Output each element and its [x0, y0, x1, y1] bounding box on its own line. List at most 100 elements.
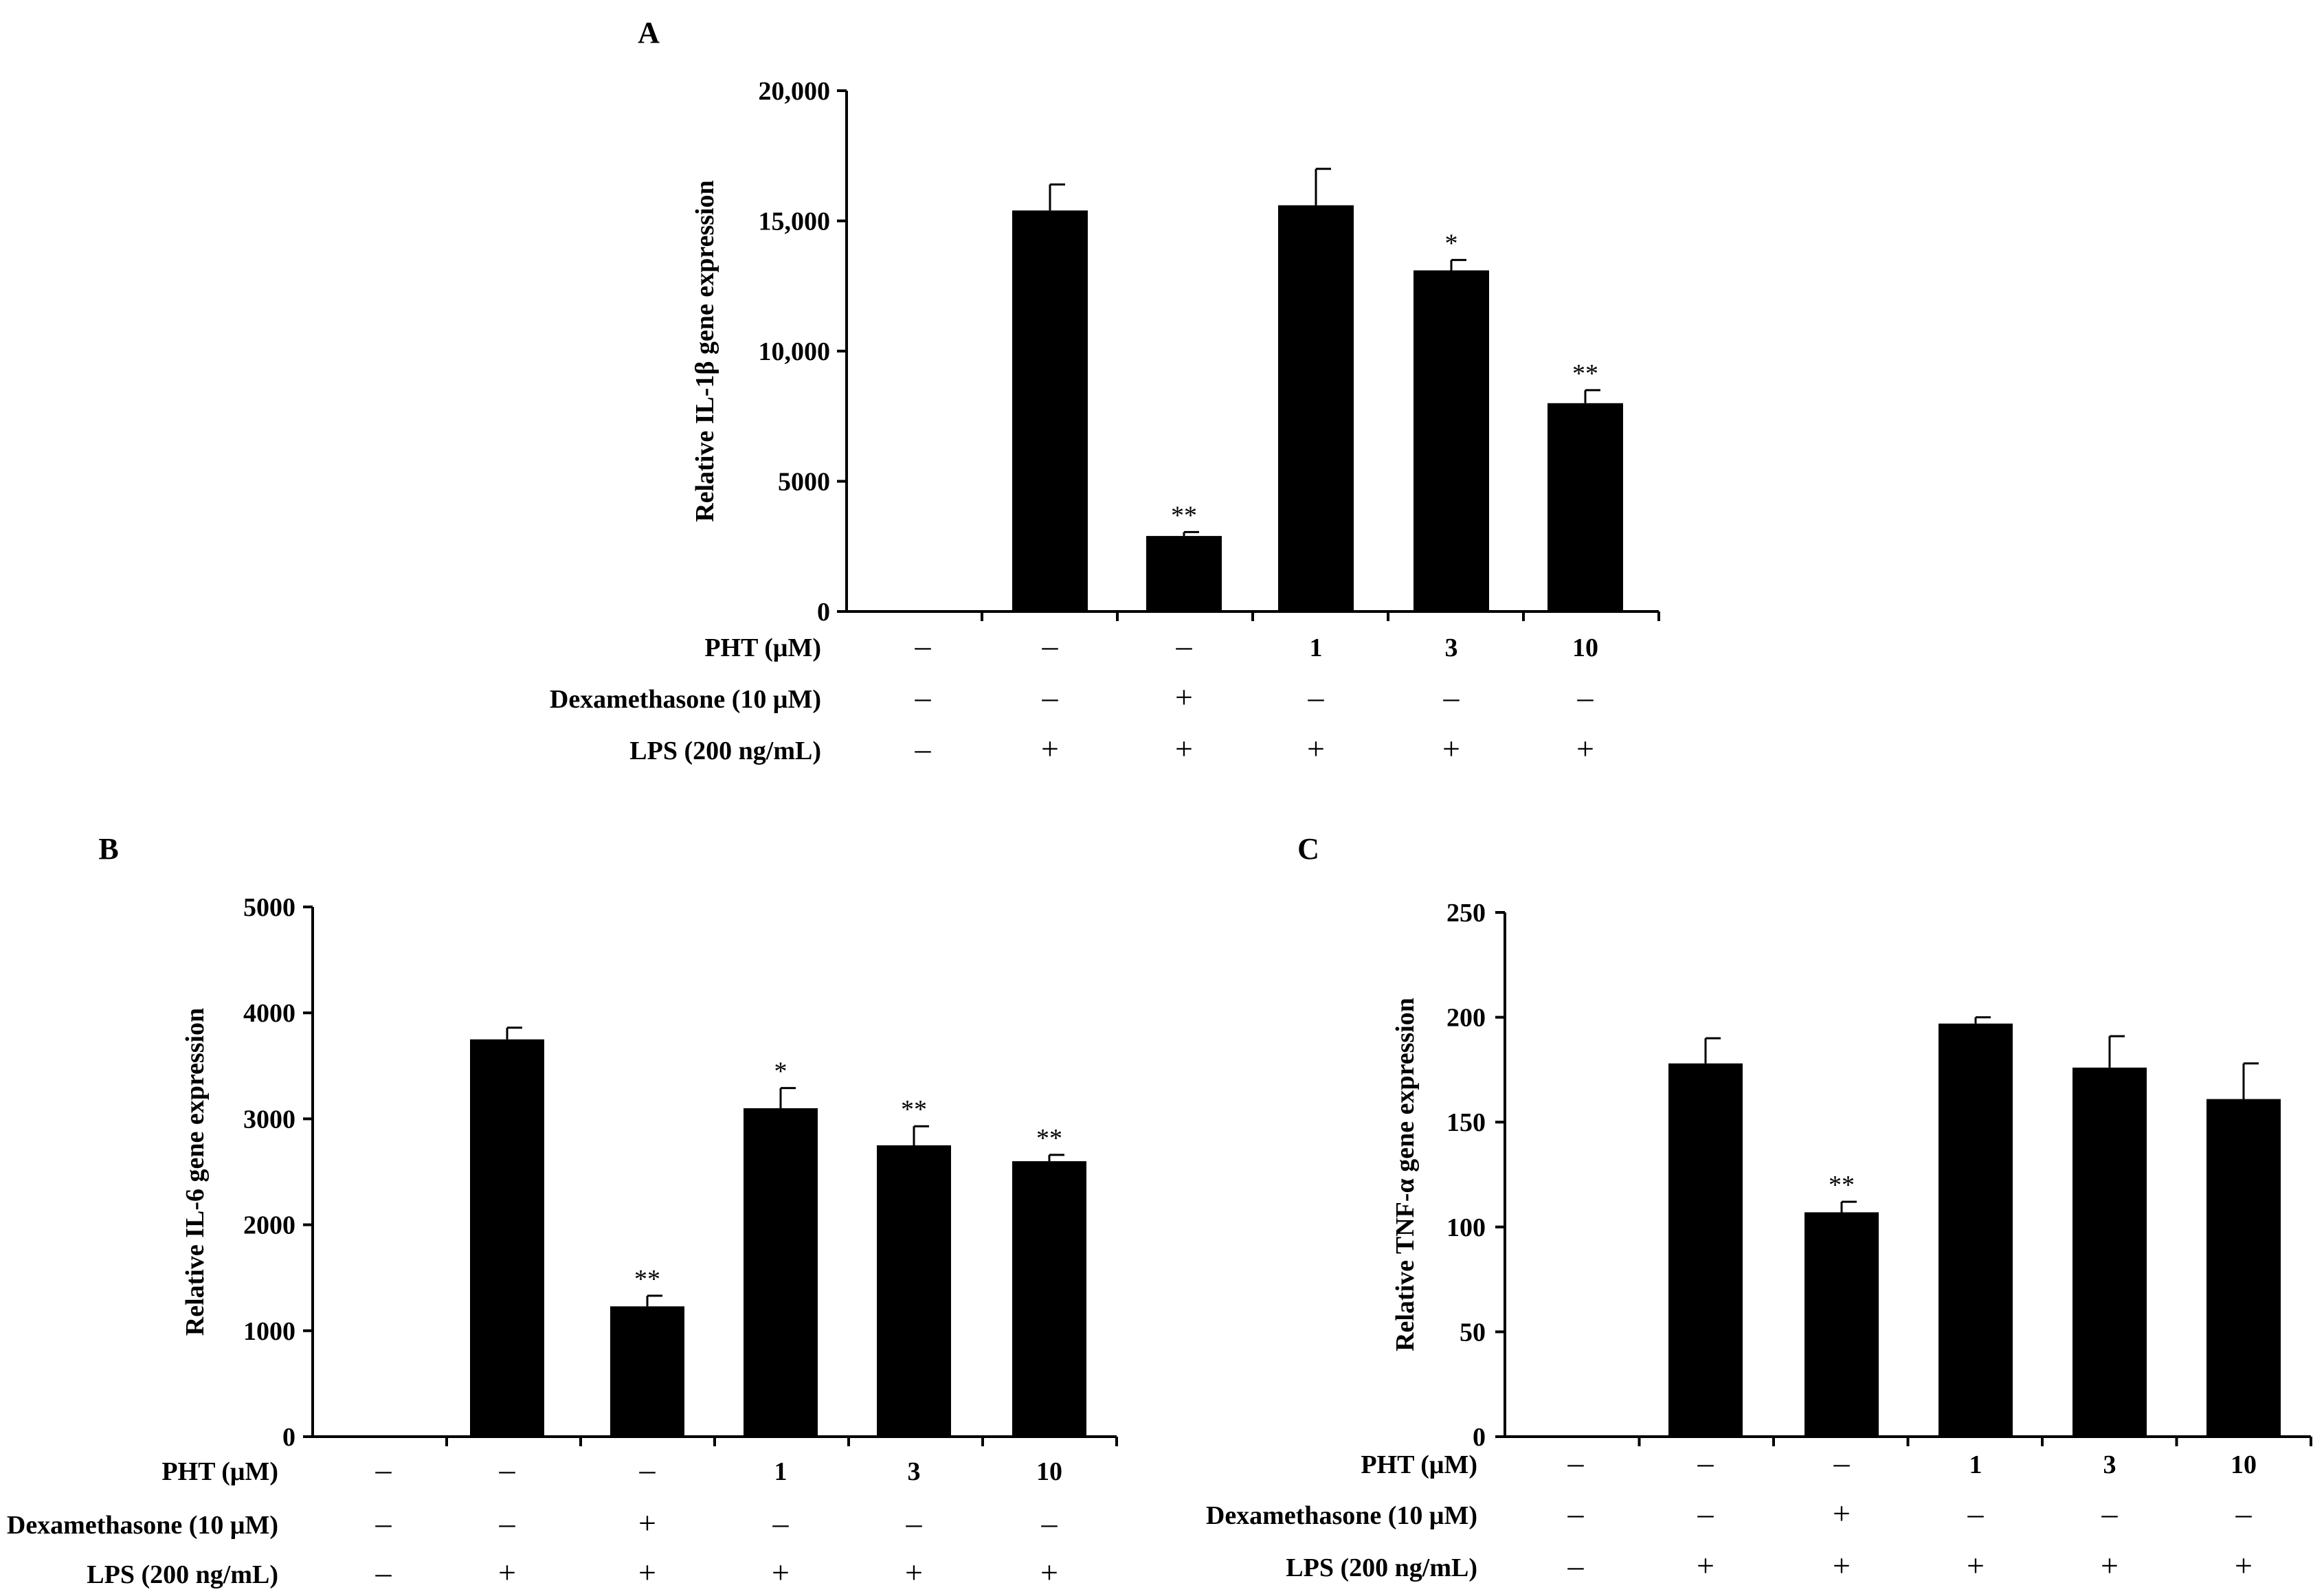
row-value: +: [905, 1555, 923, 1590]
row-value: 10: [1036, 1457, 1062, 1486]
row-value: –: [1567, 1496, 1585, 1531]
row-value: –: [772, 1505, 790, 1540]
row-label: Dexamethasone (10 μM): [550, 685, 821, 714]
row-value: –: [499, 1505, 516, 1540]
row-value: –: [906, 1505, 923, 1540]
row-label: PHT (μM): [704, 633, 821, 662]
y-tick-label: 150: [1446, 1108, 1486, 1137]
row-value: +: [1442, 731, 1460, 766]
bar: [2072, 1067, 2147, 1437]
row-value: 1: [1969, 1450, 1982, 1479]
row-value: –: [1567, 1548, 1585, 1583]
panel-c: C 0 50 100 150 200 250 Relative TNF-α gene expr…: [1206, 832, 2312, 1583]
y-tick-label: 100: [1446, 1213, 1486, 1242]
row-value: +: [1833, 1496, 1851, 1531]
row-value: +: [1576, 731, 1594, 766]
row-value: 3: [1445, 633, 1458, 662]
y-tick-label: 2000: [243, 1211, 295, 1240]
y-tick-label: 250: [1446, 899, 1486, 928]
y-tick-label: 5000: [778, 468, 830, 497]
row-value: –: [1567, 1445, 1585, 1480]
row-value: –: [1042, 680, 1059, 715]
row-value: –: [1697, 1445, 1714, 1480]
panel-letter: C: [1297, 832, 1319, 866]
bar: [744, 1108, 818, 1437]
significance-mark: **: [1171, 501, 1197, 530]
row-value: 10: [2231, 1450, 2257, 1479]
bar: [610, 1306, 684, 1437]
bar: [1146, 536, 1222, 611]
y-tick-label: 0: [817, 598, 830, 627]
row-value: –: [1176, 628, 1193, 663]
row-value: –: [1443, 680, 1460, 715]
row-value: –: [915, 680, 932, 715]
row-value: +: [1307, 731, 1325, 766]
y-tick-label: 4000: [243, 999, 295, 1028]
y-axis-label: Relative IL-1β gene expression: [691, 180, 719, 521]
row-value: –: [1967, 1496, 1985, 1531]
row-value: –: [1833, 1445, 1851, 1480]
panel-a: A 0 5000 10,000 15,000 20,000 Relative IL-1β g…: [550, 16, 1660, 766]
significance-mark: **: [1036, 1124, 1062, 1153]
y-tick-label: 1000: [243, 1317, 295, 1346]
row-value: +: [1967, 1548, 1985, 1583]
row-value: 3: [908, 1457, 921, 1486]
row-value: 1: [774, 1457, 787, 1486]
significance-mark: *: [1445, 229, 1458, 258]
row-value: +: [2101, 1548, 2119, 1583]
row-value: +: [772, 1555, 790, 1590]
row-value: –: [1042, 628, 1059, 663]
row-value: +: [1040, 1555, 1058, 1590]
row-value: –: [2235, 1496, 2253, 1531]
y-tick-label: 50: [1460, 1318, 1486, 1347]
row-value: +: [638, 1555, 656, 1590]
bar: [877, 1145, 951, 1437]
row-value: –: [375, 1452, 392, 1487]
row-value: +: [1833, 1548, 1851, 1583]
bar: [1668, 1063, 1743, 1437]
y-axis-label: Relative IL-6 gene expression: [181, 1008, 210, 1336]
row-label: LPS (200 ng/mL): [629, 737, 821, 765]
row-value: –: [1697, 1496, 1714, 1531]
bar: [1012, 1161, 1086, 1437]
row-value: +: [2235, 1548, 2253, 1583]
row-value: –: [915, 731, 932, 766]
significance-mark: **: [901, 1095, 927, 1124]
row-value: 10: [1572, 633, 1598, 662]
significance-mark: **: [1829, 1171, 1855, 1200]
bar: [1278, 205, 1354, 611]
row-value: 3: [2103, 1450, 2116, 1479]
row-value: –: [375, 1555, 392, 1590]
significance-mark: **: [634, 1265, 660, 1294]
row-value: +: [1697, 1548, 1714, 1583]
row-value: +: [498, 1555, 516, 1590]
significance-mark: **: [1572, 359, 1598, 388]
panel-letter: A: [638, 16, 660, 49]
y-tick-label: 3000: [243, 1105, 295, 1134]
row-label: LPS (200 ng/mL): [87, 1560, 278, 1589]
y-axis-label: Relative TNF-α gene expression: [1391, 998, 1420, 1351]
y-tick-label: 5000: [243, 893, 295, 922]
bar: [470, 1039, 544, 1437]
row-value: –: [2101, 1496, 2119, 1531]
row-label: Dexamethasone (10 μM): [1206, 1501, 1477, 1530]
y-tick-label: 20,000: [759, 77, 831, 106]
y-tick-label: 10,000: [759, 337, 831, 366]
bar: [1805, 1212, 1879, 1437]
row-label: PHT (μM): [161, 1457, 278, 1486]
row-label: PHT (μM): [1361, 1450, 1477, 1479]
row-value: 1: [1310, 633, 1323, 662]
row-value: +: [638, 1505, 656, 1540]
panel-letter: B: [98, 832, 118, 866]
row-value: –: [1577, 680, 1594, 715]
y-tick-label: 15,000: [759, 207, 831, 236]
row-label: LPS (200 ng/mL): [1286, 1553, 1477, 1582]
bar: [1414, 270, 1489, 611]
significance-mark: *: [774, 1057, 787, 1086]
y-tick-label: 0: [282, 1423, 295, 1452]
panel-b: B 0 1000 2000 3000 4000 5000 Relative IL-6 gene…: [7, 832, 1118, 1590]
bar: [2206, 1099, 2281, 1437]
y-tick-label: 0: [1473, 1423, 1486, 1452]
row-value: –: [915, 628, 932, 663]
